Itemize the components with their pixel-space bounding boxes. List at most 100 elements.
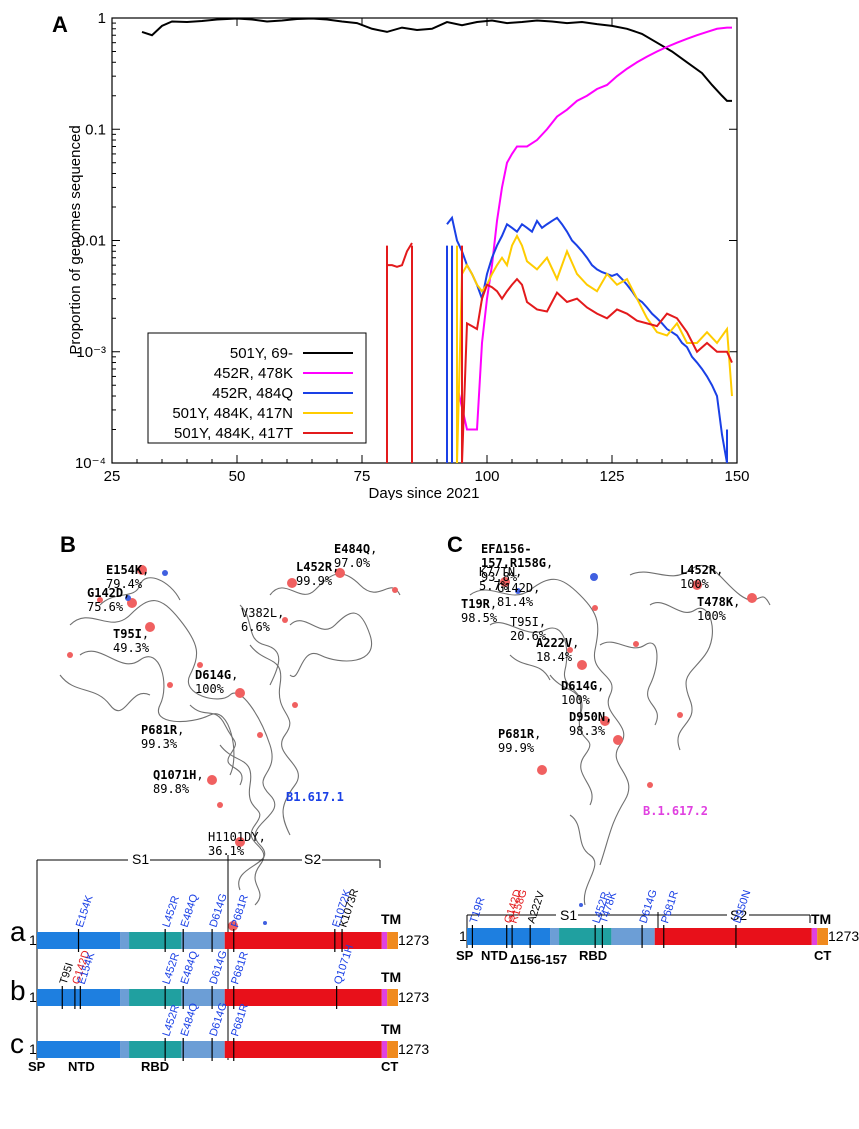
domain-bar-left-1 bbox=[37, 989, 121, 1006]
domain-bar-left-1 bbox=[120, 989, 130, 1006]
sp-label-left: SP bbox=[28, 1059, 46, 1074]
row-b-mutation: L452R bbox=[161, 951, 182, 986]
row-c-mutation: D614G bbox=[208, 1001, 230, 1038]
row-c-mutation: P681R bbox=[229, 1002, 251, 1038]
row-label-c: c bbox=[10, 1028, 24, 1059]
ct-label-right: CT bbox=[814, 948, 832, 963]
domain-bar-left-2 bbox=[181, 1041, 225, 1058]
atom-spheres bbox=[67, 565, 398, 931]
mut-label-e154k: E154K, 79.4% bbox=[106, 563, 150, 591]
panel-label-b: B bbox=[60, 532, 76, 557]
domain-bar-left-1 bbox=[129, 989, 182, 1006]
tm-label-right: TM bbox=[811, 911, 832, 927]
domain-bar-left-2 bbox=[129, 1041, 182, 1058]
domain-bar-right bbox=[467, 928, 551, 945]
blue-markers bbox=[515, 573, 598, 907]
y-axis-label: Proportion of genomes sequenced bbox=[67, 125, 84, 354]
series-line-3 bbox=[456, 233, 733, 464]
row-b-mutation: T95I bbox=[58, 961, 76, 986]
variant-label-b: B1.617.1 bbox=[286, 790, 344, 804]
mut-label-d950n: D950N, 98.3% bbox=[569, 710, 613, 738]
rbd-label-left: RBD bbox=[141, 1059, 170, 1074]
x-axis-label: Days since 2021 bbox=[369, 485, 480, 500]
y-tick-label: 1 bbox=[98, 10, 106, 27]
legend-entry-label: 452R, 484Q bbox=[212, 385, 293, 402]
domain-bar-left-2 bbox=[120, 1041, 130, 1058]
row-label-a: a bbox=[10, 916, 26, 947]
domain-bar-left-2 bbox=[387, 1041, 398, 1058]
ct-label-left: CT bbox=[381, 1059, 399, 1074]
spike-structure-b1617-1 bbox=[59, 565, 401, 931]
mut-label-h1101dy: H1101DY, 36.1% bbox=[208, 830, 266, 858]
tm-label-a: TM bbox=[381, 911, 402, 927]
ntd-label-right: NTD bbox=[481, 948, 508, 963]
legend-entry-label: 501Y, 484K, 417N bbox=[172, 405, 293, 422]
mut-label-e484q: E484Q, 97.0% bbox=[334, 542, 378, 570]
mut-label-d614g: D614G, 100% bbox=[195, 668, 239, 696]
domain-bar-left-1 bbox=[387, 989, 398, 1006]
legend: 501Y, 69- 452R, 478K 452R, 484Q 501Y, 484K,… bbox=[147, 332, 367, 444]
row-c-mutation: L452R bbox=[161, 1003, 182, 1038]
tm-label-b: TM bbox=[381, 969, 402, 985]
x-tick-label: 150 bbox=[724, 468, 749, 485]
start-label-c: 1 bbox=[29, 1041, 37, 1057]
legend-entry-label: 501Y, 484K, 417T bbox=[174, 425, 293, 442]
mut-label-q1071h: Q1071H, 89.8% bbox=[153, 768, 204, 796]
start-label-b: 1 bbox=[29, 989, 37, 1005]
domain-bar-left-1 bbox=[381, 989, 388, 1006]
mut-label-k77tn: K77TN, 5.7% bbox=[479, 565, 523, 593]
tm-label-c: TM bbox=[381, 1021, 402, 1037]
x-tick-label: 75 bbox=[354, 468, 371, 485]
series-line-2 bbox=[446, 215, 728, 464]
domain-bar-left-2 bbox=[381, 1041, 388, 1058]
sp-label-right: SP bbox=[456, 948, 474, 963]
series-line-501y-484k-417t bbox=[461, 277, 733, 464]
end-label-a: 1273 bbox=[398, 932, 430, 948]
mut-label-t95i: T95I, 20.6% bbox=[510, 615, 547, 643]
panel-label-a: A bbox=[52, 12, 68, 37]
ntd-label-left: NTD bbox=[68, 1059, 95, 1074]
start-label-right: 1 bbox=[459, 928, 467, 944]
y-tick-label: 0.01 bbox=[77, 233, 106, 250]
protein-ribbon bbox=[59, 573, 401, 906]
domain-bar-left-2 bbox=[37, 1041, 121, 1058]
mut-label-l452r: L452R, 99.9% bbox=[296, 560, 340, 588]
mut-label-p681r: P681R, 99.3% bbox=[141, 723, 185, 751]
x-tick-label: 50 bbox=[229, 468, 246, 485]
end-label-c: 1273 bbox=[398, 1041, 430, 1057]
mut-label-t19r: T19R, 98.5% bbox=[461, 597, 498, 625]
s1-s2-bracket-right bbox=[466, 912, 811, 948]
mut-label-t478k: T478K, 100% bbox=[697, 595, 741, 623]
atom-spheres bbox=[500, 577, 757, 788]
domain-bar-right bbox=[654, 928, 812, 945]
x-tick-label: 125 bbox=[599, 468, 624, 485]
series-line-0 bbox=[141, 17, 732, 102]
mut-label-g142d: G142D, 81.4% bbox=[497, 581, 541, 609]
domain-bar-right bbox=[611, 928, 655, 945]
domain-bar-right bbox=[559, 928, 612, 945]
legend-entry-label: 452R, 478K bbox=[214, 365, 293, 382]
legend-entry-label: 501Y, 69- bbox=[230, 345, 293, 362]
row-b-mutation: E484Q bbox=[179, 949, 201, 986]
start-label-a: 1 bbox=[29, 932, 37, 948]
domain-bar-right bbox=[811, 928, 818, 945]
domain-bar-right bbox=[550, 928, 560, 945]
series-line-1 bbox=[456, 26, 732, 431]
delta-label-right: Δ156-157 bbox=[510, 952, 568, 967]
mut-label-ef156-157: EFΔ156-157,R158G, 93.8% bbox=[481, 542, 554, 584]
domain-bar-left-1 bbox=[181, 989, 225, 1006]
y-tick-label: 10⁻⁴ bbox=[75, 455, 106, 472]
end-label-b: 1273 bbox=[398, 989, 430, 1005]
rbd-label-right: RBD bbox=[579, 948, 608, 963]
mut-label-l452r: L452R, 100% bbox=[680, 563, 724, 591]
x-tick-label: 25 bbox=[104, 468, 121, 485]
domain-bar-right bbox=[817, 928, 828, 945]
protein-ribbon bbox=[469, 564, 771, 906]
blue-markers bbox=[125, 570, 267, 925]
row-b-mutation: G142D bbox=[70, 949, 92, 986]
line-chart: 25 50 75 100 125 150 10⁻⁴ 10⁻³ 0.01 0.1 1 Days sin… bbox=[67, 10, 750, 500]
row-b-mutation: Q1071H bbox=[332, 943, 356, 986]
row-b-mutation: P681R bbox=[229, 950, 251, 986]
mut-label-a222v: A222V, 18.4% bbox=[536, 636, 580, 664]
mut-label-v382l: V382L, 6.6% bbox=[241, 606, 285, 634]
